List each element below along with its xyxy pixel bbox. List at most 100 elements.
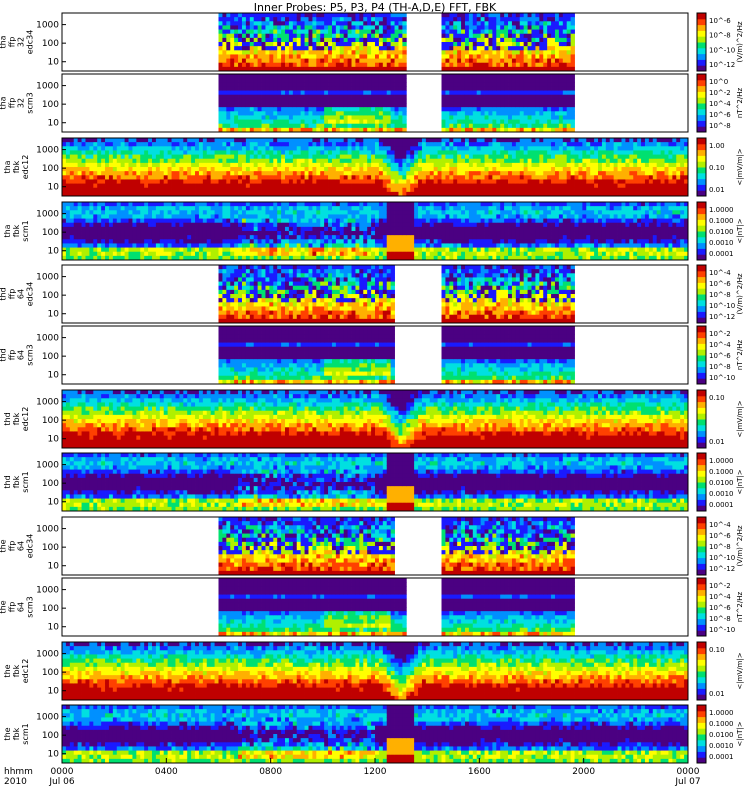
heatmap-cell [457, 115, 462, 120]
heatmap-cell [148, 142, 153, 147]
heatmap-cell [445, 103, 450, 108]
heatmap-cell [355, 187, 360, 193]
heatmap-cell [582, 171, 587, 176]
heatmap-cell [543, 154, 548, 160]
heatmap-cell [543, 179, 548, 184]
heatmap-cell [543, 167, 548, 172]
heatmap-cell [241, 142, 247, 147]
heatmap-cell [472, 171, 478, 176]
heatmap-cell [539, 146, 544, 151]
heatmap-cell [378, 50, 384, 55]
heatmap-cell [62, 167, 67, 172]
heatmap-cell [613, 179, 618, 184]
heatmap-cell [523, 29, 528, 35]
heatmap-cell [335, 107, 341, 112]
heatmap-cell [261, 183, 266, 189]
heatmap-cell [676, 183, 681, 189]
heatmap-cell [339, 62, 345, 68]
heatmap-cell [375, 54, 380, 59]
heatmap-cell [543, 86, 548, 91]
heatmap-cell [547, 167, 552, 172]
heatmap-cell [390, 119, 395, 125]
heatmap-cell [410, 191, 415, 197]
heatmap-cell [468, 78, 474, 83]
heatmap-cell [476, 90, 482, 96]
heatmap-cell [124, 158, 129, 164]
heatmap-cell [120, 210, 125, 215]
heatmap-cell [484, 115, 489, 120]
heatmap-cell [245, 62, 251, 68]
heatmap-cell [97, 150, 102, 155]
heatmap-cell [222, 62, 227, 68]
heatmap-cell [308, 33, 313, 39]
heatmap-cell [378, 17, 384, 22]
heatmap-cell [277, 158, 282, 164]
heatmap-cell [241, 13, 247, 18]
heatmap-cell [261, 175, 266, 180]
heatmap-cell [269, 123, 274, 129]
heatmap-cell [562, 111, 568, 116]
heatmap-cell [472, 115, 478, 120]
heatmap-cell [398, 54, 403, 59]
heatmap-cell [496, 146, 501, 151]
heatmap-cell [202, 191, 208, 197]
heatmap-cell [531, 37, 536, 43]
heatmap-cell [551, 158, 556, 164]
heatmap-cell [73, 243, 79, 248]
heatmap-cell [249, 54, 255, 59]
heatmap-cell [621, 179, 626, 184]
heatmap-cell [523, 107, 528, 112]
heatmap-cell [62, 154, 67, 160]
heatmap-cell [273, 187, 278, 193]
heatmap-cell [234, 37, 239, 43]
heatmap-cell [543, 111, 548, 116]
heatmap-cell [69, 138, 75, 143]
heatmap-cell [97, 162, 102, 168]
heatmap-cell [535, 158, 540, 164]
heatmap-cell [566, 90, 572, 96]
heatmap-cell [598, 162, 603, 168]
heatmap-cell [488, 33, 493, 39]
heatmap-cell [304, 21, 309, 26]
heatmap-cell [484, 123, 489, 129]
heatmap-cell [652, 150, 658, 155]
heatmap-cell [558, 127, 564, 133]
heatmap-cell [445, 86, 450, 91]
heatmap-cell [312, 175, 317, 180]
heatmap-cell [69, 146, 75, 151]
heatmap-cell [406, 187, 411, 193]
heatmap-cell [574, 162, 579, 168]
heatmap-cell [222, 103, 227, 108]
heatmap-cell [425, 150, 431, 155]
heatmap-cell [230, 107, 235, 112]
heatmap-cell [292, 29, 298, 35]
heatmap-cell [480, 146, 485, 151]
heatmap-cell [394, 17, 399, 22]
heatmap-cell [531, 66, 536, 72]
heatmap-cell [551, 33, 556, 39]
heatmap-cell [339, 33, 345, 39]
heatmap-cell [296, 46, 302, 51]
heatmap-cell [273, 46, 278, 51]
heatmap-cell [461, 179, 466, 184]
heatmap-cell [285, 37, 290, 43]
heatmap-cell [105, 179, 110, 184]
heatmap-cell [312, 167, 317, 172]
heatmap-cell [523, 25, 528, 30]
heatmap-cell [398, 179, 403, 184]
heatmap-cell [504, 46, 509, 51]
heatmap-cell [371, 175, 376, 180]
heatmap-cell [609, 187, 615, 193]
heatmap-cell [312, 33, 317, 39]
heatmap-cell [281, 115, 286, 120]
heatmap-cell [464, 154, 470, 160]
heatmap-cell [273, 171, 278, 176]
heatmap-cell [429, 179, 435, 184]
heatmap-cell [375, 146, 380, 151]
heatmap-cell [523, 103, 528, 108]
heatmap-cell [441, 25, 446, 30]
heatmap-cell [464, 150, 470, 155]
heatmap-cell [609, 138, 615, 143]
heatmap-cell [371, 25, 376, 30]
heatmap-cell [273, 82, 278, 87]
